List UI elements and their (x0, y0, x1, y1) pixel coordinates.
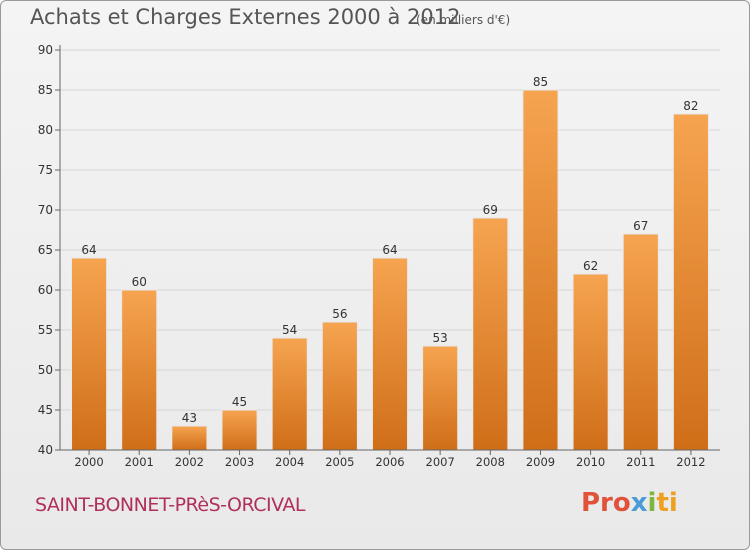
data-label: 43 (182, 411, 197, 425)
x-tick-label: 2005 (325, 455, 354, 469)
data-label: 56 (332, 307, 347, 321)
x-tick-label: 2000 (74, 455, 103, 469)
proxiti-logo[interactable]: Proxiti (581, 488, 678, 518)
bar-2005 (321, 321, 358, 451)
chart-title: Achats et Charges Externes 2000 à 2012 (30, 5, 461, 29)
y-tick-label: 65 (38, 243, 53, 257)
y-tick-label: 50 (38, 363, 53, 377)
data-label: 64 (382, 243, 397, 257)
data-label: 54 (282, 323, 297, 337)
bars: 64 60 43 45 54 56 64 53 69 85 62 67 82 (71, 75, 709, 451)
y-tick-label: 75 (38, 163, 53, 177)
bar-2006 (371, 257, 409, 451)
data-label: 67 (633, 219, 648, 233)
bar-2007 (422, 345, 459, 451)
bar-2002 (171, 425, 208, 451)
x-tick-label: 2012 (676, 455, 705, 469)
x-tick-label: 2002 (175, 455, 204, 469)
bar-2001 (121, 289, 158, 451)
data-label: 69 (483, 203, 498, 217)
bar-2008 (472, 217, 509, 451)
x-tick-label: 2006 (375, 455, 404, 469)
x-tick-label: 2009 (526, 455, 555, 469)
y-tick-label: 85 (38, 83, 53, 97)
y-tick-label: 80 (38, 123, 53, 137)
y-tick-label: 45 (38, 403, 53, 417)
bar-2011 (622, 233, 659, 451)
x-tick-label: 2007 (426, 455, 455, 469)
data-label: 62 (583, 259, 598, 273)
commune-name: SAINT-BONNET-PRèS-ORCIVAL (35, 494, 305, 516)
bar-2009 (522, 89, 559, 451)
data-label: 60 (132, 275, 147, 289)
y-tick-label: 70 (38, 203, 53, 217)
bar-2012 (672, 113, 709, 451)
data-label: 82 (683, 99, 698, 113)
x-tick-label: 2010 (576, 455, 605, 469)
y-tick-label: 40 (38, 443, 53, 457)
x-tick-label: 2008 (476, 455, 505, 469)
data-label: 53 (433, 331, 448, 345)
data-label: 45 (232, 395, 247, 409)
bar-2003 (221, 409, 258, 451)
bar-2010 (572, 273, 609, 451)
data-label: 64 (81, 243, 96, 257)
y-tick-label: 55 (38, 323, 53, 337)
x-tick-label: 2001 (125, 455, 154, 469)
x-tick-label: 2003 (225, 455, 254, 469)
y-tick-label: 90 (38, 43, 53, 57)
bar-2004 (271, 337, 308, 451)
chart-subtitle: (en milliers d'€) (416, 13, 511, 27)
y-tick-label: 60 (38, 283, 53, 297)
x-tick-label: 2004 (275, 455, 304, 469)
axes: 40 45 50 55 60 65 70 75 80 85 90 2000 2001 2002 2003 20… (38, 43, 720, 469)
bar-2000 (71, 257, 108, 451)
x-tick-label: 2011 (626, 455, 655, 469)
data-label: 85 (533, 75, 548, 89)
